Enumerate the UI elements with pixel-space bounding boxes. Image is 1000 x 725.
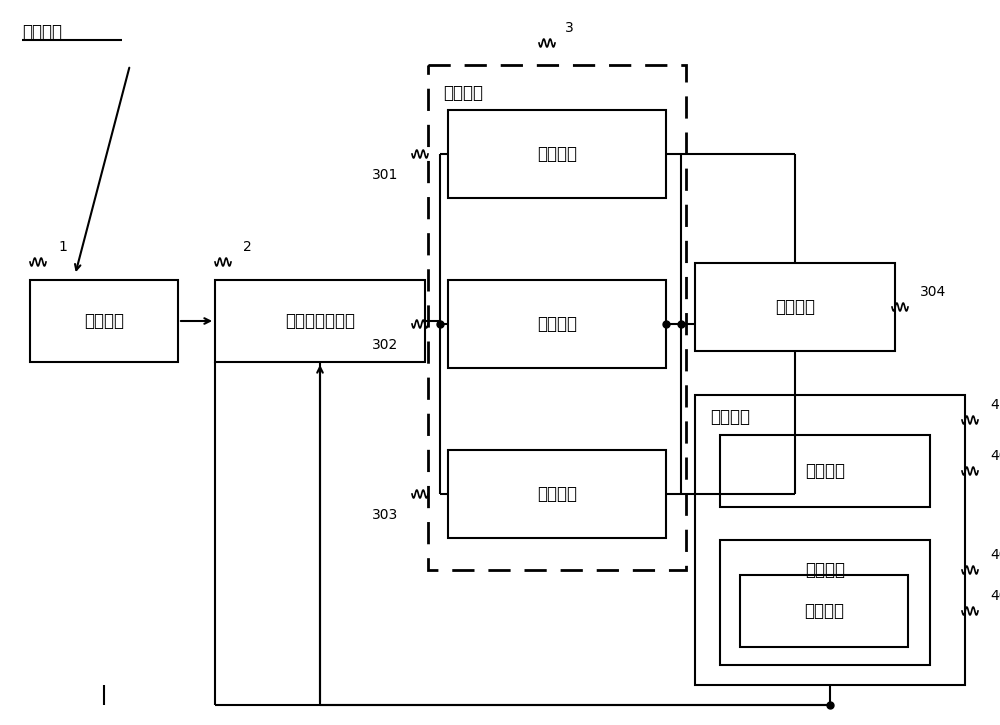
Bar [740,575,908,647]
Bar [448,450,666,538]
Text: 301: 301 [372,168,398,182]
Bar [215,280,425,362]
Text: 获取单元: 获取单元 [84,312,124,330]
Bar [448,110,666,198]
Text: 加权单元: 加权单元 [805,561,845,579]
Bar [428,65,686,570]
Bar [448,280,666,368]
Text: 4: 4 [990,398,999,412]
Text: 401: 401 [990,449,1000,463]
Text: 3: 3 [565,21,574,35]
Text: 微分单元: 微分单元 [537,315,577,333]
Text: 处理单元: 处理单元 [443,84,483,102]
Text: 1: 1 [58,240,67,254]
Text: 调整单元: 调整单元 [804,602,844,620]
Bar [695,395,965,685]
Text: 平均单元: 平均单元 [805,462,845,480]
Bar [695,263,895,351]
Text: 修正单元: 修正单元 [710,408,750,426]
Text: 空间鼠标: 空间鼠标 [22,23,62,41]
Text: 偏差量计算单元: 偏差量计算单元 [285,312,355,330]
Text: 403: 403 [990,589,1000,603]
Bar [720,540,930,665]
Text: 比例单元: 比例单元 [537,145,577,163]
Bar [720,435,930,507]
Text: 积分单元: 积分单元 [537,485,577,503]
Bar [30,280,178,362]
Text: 2: 2 [243,240,252,254]
Text: 302: 302 [372,338,398,352]
Text: 304: 304 [920,285,946,299]
Text: 402: 402 [990,548,1000,562]
Text: 加法单元: 加法单元 [775,298,815,316]
Text: 303: 303 [372,508,398,522]
